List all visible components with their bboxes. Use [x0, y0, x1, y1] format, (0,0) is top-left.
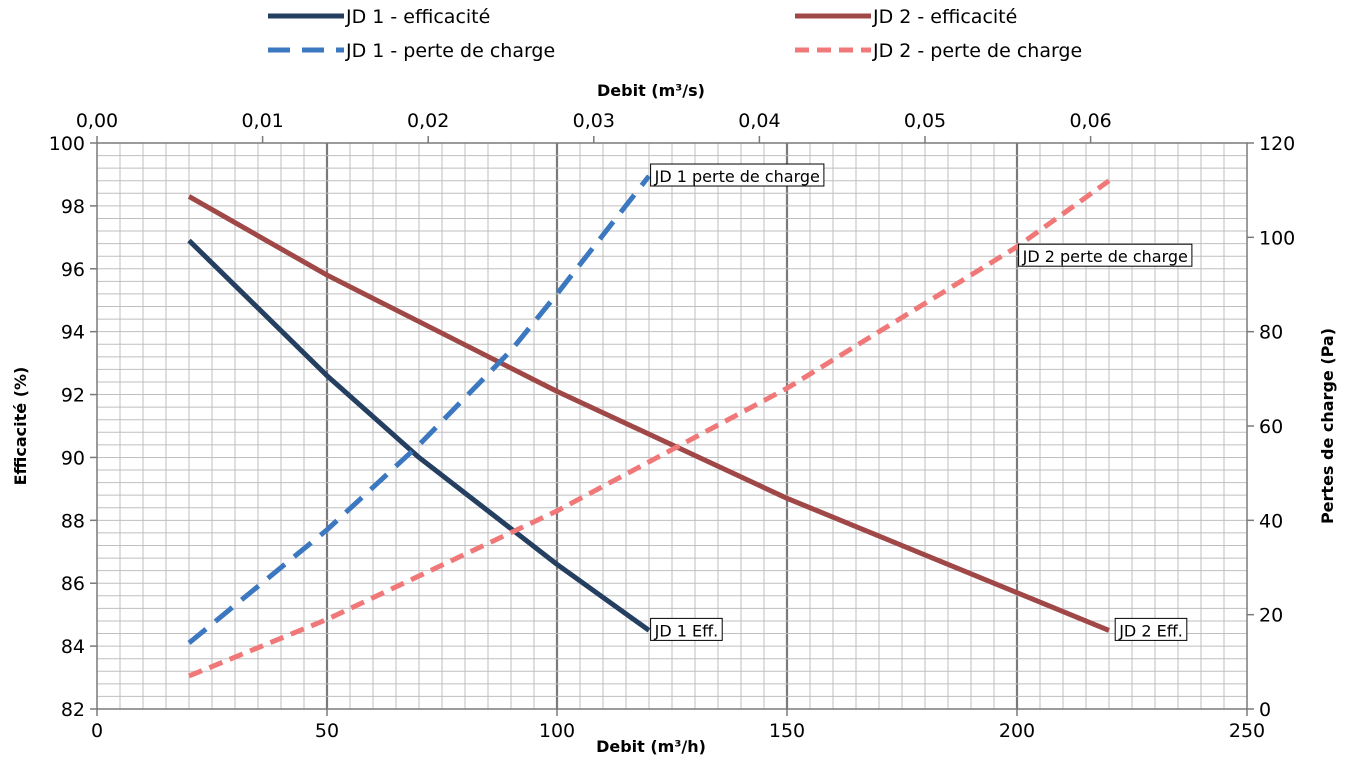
x-top-tick-label: 0,06	[1069, 110, 1111, 132]
legend-label: JD 2 - perte de charge	[872, 40, 1082, 62]
annotation-label: JD 2 perte de charge	[1022, 247, 1188, 266]
y-left-tick-label: 82	[61, 699, 85, 721]
legend-label: JD 1 - efficacité	[345, 6, 490, 28]
x-bottom-tick-label: 50	[315, 720, 339, 742]
x-top-tick-label: 0,05	[904, 110, 946, 132]
annotation-box	[650, 163, 825, 187]
legend-item-3: JD 1 - perte de charge	[268, 40, 555, 62]
x-top-tick-label: 0,04	[738, 110, 780, 132]
y-right-tick-label: 100	[1259, 227, 1295, 249]
annotation-3: JD 1 Eff.	[650, 617, 723, 641]
x-top-tick-label: 0,01	[241, 110, 283, 132]
series-line-4	[188, 178, 1111, 679]
x-top-tick-label: 0,03	[573, 110, 615, 132]
y-left-axis-title: Efficacité (%)	[11, 367, 30, 486]
y-left-tick-label: 98	[61, 196, 85, 218]
x-bottom-tick-label: 250	[1229, 720, 1265, 742]
x-bottom-tick-label: 100	[539, 720, 575, 742]
y-right-tick-label: 0	[1259, 699, 1271, 721]
y-left-tick-label: 86	[61, 573, 85, 595]
annotation-box	[1114, 617, 1188, 641]
y-left-tick-label: 96	[61, 259, 85, 281]
legend-item-1: JD 1 - efficacité	[268, 6, 490, 28]
annotation-label: JD 2 Eff.	[1118, 621, 1183, 640]
annotation-4: JD 2 Eff.	[1114, 617, 1188, 641]
y-right-axis-title: Pertes de charge (Pa)	[1318, 328, 1337, 524]
series-line-1	[187, 238, 651, 633]
series-line-3	[187, 174, 651, 645]
y-left-tick-label: 92	[61, 385, 85, 407]
series-line-2	[187, 194, 1110, 633]
legend-label: JD 2 - efficacité	[872, 6, 1017, 28]
legend-item-4: JD 2 - perte de charge	[795, 40, 1082, 62]
x-top-tick-label: 0,02	[407, 110, 449, 132]
legend: JD 1 - efficacité JD 2 - efficacité JD 1 -…	[268, 6, 1082, 62]
x-bottom-tick-label: 0	[91, 720, 103, 742]
y-left-tick-label: 94	[61, 322, 85, 344]
annotation-1: JD 1 perte de charge	[650, 163, 825, 187]
y-right-tick-label: 40	[1259, 510, 1283, 532]
plot-frame	[90, 136, 1254, 716]
x-top-tick-label: 0,00	[76, 110, 118, 132]
annotation-label: JD 1 perte de charge	[654, 167, 820, 186]
series-group	[187, 174, 1111, 679]
y-right-tick-label: 120	[1259, 133, 1295, 155]
annotation-box	[1018, 243, 1193, 267]
legend-label: JD 1 - perte de charge	[345, 40, 555, 62]
x-top-axis-title: Debit (m³/s)	[597, 81, 705, 100]
y-left-tick-label: 100	[49, 133, 85, 155]
annotation-2: JD 2 perte de charge	[1018, 243, 1193, 267]
x-bottom-axis-title: Debit (m³/h)	[596, 737, 706, 756]
y-right-tick-label: 80	[1259, 322, 1283, 344]
y-right-tick-label: 60	[1259, 416, 1283, 438]
y-left-tick-label: 88	[61, 510, 85, 532]
annotation-label: JD 1 Eff.	[654, 621, 719, 640]
y-left-tick-label: 90	[61, 447, 85, 469]
y-left-tick-label: 84	[61, 636, 85, 658]
x-bottom-tick-label: 150	[769, 720, 805, 742]
y-right-tick-label: 20	[1259, 605, 1283, 627]
annotations: JD 1 perte de charge JD 2 perte de charge…	[650, 163, 1193, 641]
annotation-box	[650, 617, 723, 641]
legend-item-2: JD 2 - efficacité	[795, 6, 1017, 28]
x-bottom-tick-label: 200	[999, 720, 1035, 742]
